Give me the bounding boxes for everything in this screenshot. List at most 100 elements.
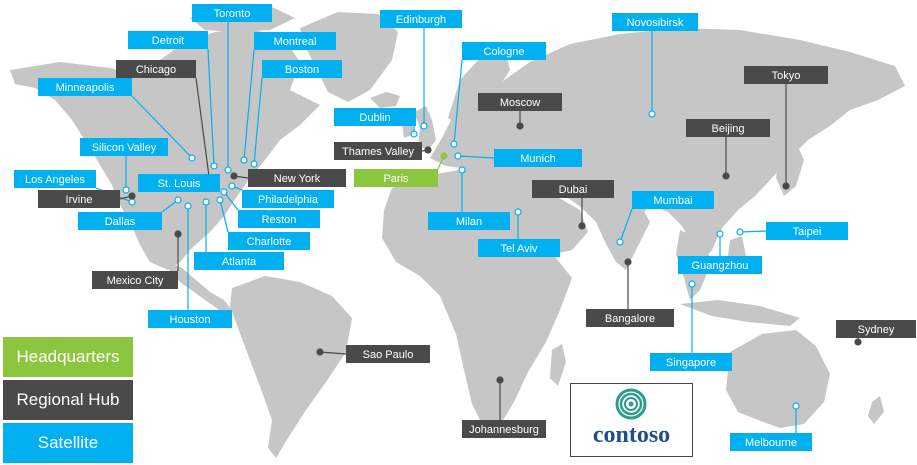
label-taipei[interactable]: Taipei <box>766 222 848 240</box>
label-boston[interactable]: Boston <box>262 60 342 78</box>
marker-guangzhou[interactable] <box>716 230 724 238</box>
marker-charlotte[interactable] <box>216 196 224 204</box>
label-guangzhou[interactable]: Guangzhou <box>678 256 762 274</box>
label-irvine[interactable]: Irvine <box>38 190 120 208</box>
marker-johannesburg[interactable] <box>496 376 504 384</box>
label-reston[interactable]: Reston <box>238 210 320 228</box>
label-box-taipei <box>766 222 848 240</box>
marker-cologne[interactable] <box>450 140 458 148</box>
label-sydney[interactable]: Sydney <box>836 320 916 338</box>
label-los-angeles[interactable]: Los Angeles <box>14 170 96 188</box>
label-minneapolis[interactable]: Minneapolis <box>38 78 132 96</box>
label-box-milan <box>428 212 510 230</box>
marker-dubai[interactable] <box>578 222 586 230</box>
label-charlotte[interactable]: Charlotte <box>228 232 310 250</box>
label-box-paris <box>354 169 438 187</box>
marker-singapore[interactable] <box>688 280 696 288</box>
label-philadelphia[interactable]: Philadelphia <box>242 190 334 208</box>
label-dublin[interactable]: Dublin <box>334 108 416 126</box>
marker-boston[interactable] <box>250 160 258 168</box>
marker-minneapolis[interactable] <box>188 154 196 162</box>
marker-sao-paulo[interactable] <box>316 348 324 356</box>
label-munich[interactable]: Munich <box>494 149 582 167</box>
label-box-mexico-city <box>92 271 178 289</box>
marker-bangalore[interactable] <box>624 258 632 266</box>
japan-shape <box>776 138 804 196</box>
label-beijing[interactable]: Beijing <box>686 119 770 137</box>
marker-mexico-city[interactable] <box>174 230 182 238</box>
label-silicon-valley[interactable]: Silicon Valley <box>80 138 168 156</box>
label-singapore[interactable]: Singapore <box>650 353 732 371</box>
label-cologne[interactable]: Cologne <box>462 42 546 60</box>
marker-dublin[interactable] <box>410 130 418 138</box>
marker-toronto[interactable] <box>224 166 232 174</box>
marker-novosibirsk[interactable] <box>648 110 656 118</box>
iceland-shape <box>370 92 400 108</box>
marker-beijing[interactable] <box>722 172 730 180</box>
marker-mumbai[interactable] <box>616 238 624 246</box>
label-tel-aviv[interactable]: Tel Aviv <box>478 239 560 257</box>
label-melbourne[interactable]: Melbourne <box>730 433 812 451</box>
label-new-york[interactable]: New York <box>248 169 346 187</box>
marker-atlanta[interactable] <box>202 198 210 206</box>
label-text-montreal: Montreal <box>274 36 317 48</box>
marker-taipei[interactable] <box>736 228 744 236</box>
label-text-charlotte: Charlotte <box>247 236 292 248</box>
label-text-paris: Paris <box>383 173 409 185</box>
label-box-new-york <box>248 169 346 187</box>
marker-silicon-valley[interactable] <box>122 186 130 194</box>
label-johannesburg[interactable]: Johannesburg <box>462 420 546 438</box>
marker-reston[interactable] <box>220 188 228 196</box>
label-montreal[interactable]: Montreal <box>254 32 336 50</box>
label-box-toronto <box>192 4 272 22</box>
label-box-detroit <box>128 31 208 49</box>
marker-los-angeles[interactable] <box>128 198 136 206</box>
label-tokyo[interactable]: Tokyo <box>744 66 828 84</box>
marker-sydney[interactable] <box>854 338 862 346</box>
label-mexico-city[interactable]: Mexico City <box>92 271 178 289</box>
marker-milan[interactable] <box>458 166 466 174</box>
label-toronto[interactable]: Toronto <box>192 4 272 22</box>
legend-regional-hub: Regional Hub <box>3 380 133 420</box>
label-bangalore[interactable]: Bangalore <box>586 309 674 327</box>
label-text-taipei: Taipei <box>793 226 822 238</box>
marker-edinburgh[interactable] <box>420 122 428 130</box>
label-dallas[interactable]: Dallas <box>78 212 162 230</box>
marker-paris[interactable] <box>440 152 448 160</box>
label-edinburgh[interactable]: Edinburgh <box>380 10 462 28</box>
marker-moscow[interactable] <box>516 122 524 130</box>
marker-munich[interactable] <box>454 152 462 160</box>
label-st-louis[interactable]: St. Louis <box>138 174 220 192</box>
marker-dallas[interactable] <box>174 196 182 204</box>
label-text-beijing: Beijing <box>711 123 744 135</box>
marker-melbourne[interactable] <box>792 402 800 410</box>
label-box-silicon-valley <box>80 138 168 156</box>
label-novosibirsk[interactable]: Novosibirsk <box>612 13 698 31</box>
label-text-sao-paulo: Sao Paulo <box>363 349 414 361</box>
label-text-dallas: Dallas <box>105 216 136 228</box>
label-detroit[interactable]: Detroit <box>128 31 208 49</box>
marker-new-york[interactable] <box>230 172 238 180</box>
connector-chicago <box>195 77 211 185</box>
label-thames-valley[interactable]: Thames Valley <box>334 142 422 160</box>
label-paris[interactable]: Paris <box>354 169 438 187</box>
label-chicago[interactable]: Chicago <box>116 60 196 78</box>
marker-houston[interactable] <box>184 202 192 210</box>
label-atlanta[interactable]: Atlanta <box>194 252 284 270</box>
label-box-minneapolis <box>38 78 132 96</box>
marker-montreal[interactable] <box>240 156 248 164</box>
marker-thames-valley[interactable] <box>424 146 432 154</box>
label-moscow[interactable]: Moscow <box>478 93 562 111</box>
label-dubai[interactable]: Dubai <box>532 180 614 198</box>
label-mumbai[interactable]: Mumbai <box>632 191 714 209</box>
marker-tel-aviv[interactable] <box>514 208 522 216</box>
marker-irvine[interactable] <box>128 192 136 200</box>
marker-detroit[interactable] <box>210 162 218 170</box>
label-sao-paulo[interactable]: Sao Paulo <box>346 345 430 363</box>
marker-philadelphia[interactable] <box>228 182 236 190</box>
label-milan[interactable]: Milan <box>428 212 510 230</box>
marker-tokyo[interactable] <box>782 182 790 190</box>
connector-munich <box>457 155 495 159</box>
label-houston[interactable]: Houston <box>148 310 232 328</box>
connector-reston <box>223 191 239 211</box>
